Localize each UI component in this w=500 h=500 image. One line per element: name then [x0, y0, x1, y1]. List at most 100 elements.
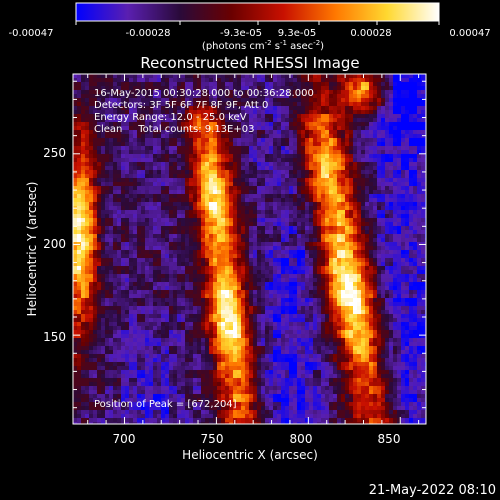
heatmap-cell	[105, 166, 110, 171]
heatmap-cell	[125, 78, 130, 83]
heatmap-cell	[109, 186, 114, 191]
heatmap-cell	[309, 74, 314, 79]
heatmap-cell	[373, 258, 378, 263]
heatmap-cell	[321, 114, 326, 119]
heatmap-cell	[113, 130, 118, 135]
heatmap-cell	[349, 194, 354, 199]
heatmap-cell	[405, 218, 410, 223]
heatmap-cell	[309, 250, 314, 255]
heatmap-cell	[217, 222, 222, 227]
heatmap-cell	[209, 158, 214, 163]
heatmap-cell	[405, 74, 410, 79]
heatmap-cell	[301, 234, 306, 239]
heatmap-cell	[293, 242, 298, 247]
heatmap-cell	[145, 230, 150, 235]
heatmap-cell	[345, 154, 350, 159]
heatmap-cell	[237, 130, 242, 135]
heatmap-cell	[113, 286, 118, 291]
heatmap-cell	[373, 102, 378, 107]
heatmap-cell	[93, 218, 98, 223]
heatmap-cell	[149, 234, 154, 239]
heatmap-cell	[121, 274, 126, 279]
heatmap-cell	[173, 170, 178, 175]
heatmap-cell	[241, 90, 246, 95]
heatmap-cell	[117, 162, 122, 167]
heatmap-cell	[129, 286, 134, 291]
heatmap-cell	[225, 206, 230, 211]
heatmap-cell	[197, 126, 202, 131]
heatmap-cell	[109, 150, 114, 155]
heatmap-cell	[265, 210, 270, 215]
heatmap-cell	[405, 158, 410, 163]
heatmap-cell	[253, 234, 258, 239]
heatmap-cell	[237, 174, 242, 179]
heatmap-cell	[385, 150, 390, 155]
heatmap-cell	[133, 238, 138, 243]
heatmap-cell	[217, 214, 222, 219]
heatmap-cell	[101, 106, 106, 111]
heatmap-cell	[245, 98, 250, 103]
heatmap-cell	[205, 110, 210, 115]
heatmap-cell	[205, 86, 210, 91]
heatmap-cell	[229, 142, 234, 147]
heatmap-cell	[217, 266, 222, 271]
heatmap-cell	[381, 290, 386, 295]
heatmap-cell	[373, 98, 378, 103]
heatmap-cell	[241, 254, 246, 259]
heatmap-cell	[417, 250, 422, 255]
heatmap-cell	[333, 254, 338, 259]
heatmap-cell	[93, 90, 98, 95]
heatmap-cell	[389, 222, 394, 227]
heatmap-cell	[169, 78, 174, 83]
heatmap-cell	[221, 126, 226, 131]
heatmap-cell	[209, 198, 214, 203]
heatmap-cell	[305, 118, 310, 123]
heatmap-cell	[73, 178, 78, 183]
heatmap-cell	[401, 206, 406, 211]
heatmap-cell	[221, 162, 226, 167]
heatmap-cell	[361, 90, 366, 95]
heatmap-cell	[125, 154, 130, 159]
heatmap-cell	[145, 238, 150, 243]
heatmap-cell	[293, 230, 298, 235]
heatmap-cell	[153, 186, 158, 191]
heatmap-cell	[153, 82, 158, 87]
heatmap-cell	[121, 122, 126, 127]
heatmap-cell	[237, 262, 242, 267]
heatmap-cell	[237, 74, 242, 79]
heatmap-cell	[233, 278, 238, 283]
heatmap-cell	[413, 238, 418, 243]
heatmap-cell	[269, 190, 274, 195]
heatmap-cell	[189, 206, 194, 211]
heatmap-cell	[161, 258, 166, 263]
heatmap-cell	[305, 198, 310, 203]
heatmap-cell	[217, 226, 222, 231]
heatmap-cell	[189, 198, 194, 203]
heatmap-cell	[349, 270, 354, 275]
heatmap-cell	[113, 114, 118, 119]
heatmap-cell	[161, 98, 166, 103]
heatmap-cell	[277, 282, 282, 287]
heatmap-cell	[225, 242, 230, 247]
heatmap-cell	[337, 210, 342, 215]
heatmap-cell	[257, 234, 262, 239]
heatmap-cell	[309, 182, 314, 187]
heatmap-cell	[141, 114, 146, 119]
heatmap-cell	[397, 290, 402, 295]
heatmap-cell	[145, 250, 150, 255]
heatmap-cell	[169, 142, 174, 147]
heatmap-cell	[189, 218, 194, 223]
heatmap-cell	[77, 202, 82, 207]
heatmap-cell	[205, 202, 210, 207]
heatmap-cell	[361, 202, 366, 207]
heatmap-cell	[297, 122, 302, 127]
heatmap-cell	[273, 290, 278, 295]
heatmap-cell	[185, 230, 190, 235]
heatmap-cell	[265, 258, 270, 263]
heatmap-cell	[165, 274, 170, 279]
heatmap-cell	[85, 206, 90, 211]
heatmap-cell	[137, 126, 142, 131]
heatmap-cell	[301, 178, 306, 183]
heatmap-cell	[249, 286, 254, 291]
heatmap-cell	[417, 150, 422, 155]
